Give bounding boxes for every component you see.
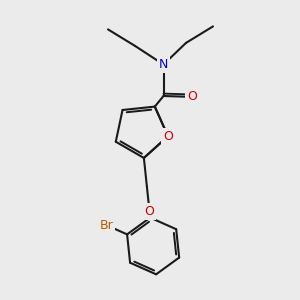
Text: O: O xyxy=(145,205,154,218)
Text: N: N xyxy=(159,58,168,71)
Text: O: O xyxy=(187,90,197,104)
Text: O: O xyxy=(163,130,173,143)
Text: Br: Br xyxy=(100,219,113,232)
